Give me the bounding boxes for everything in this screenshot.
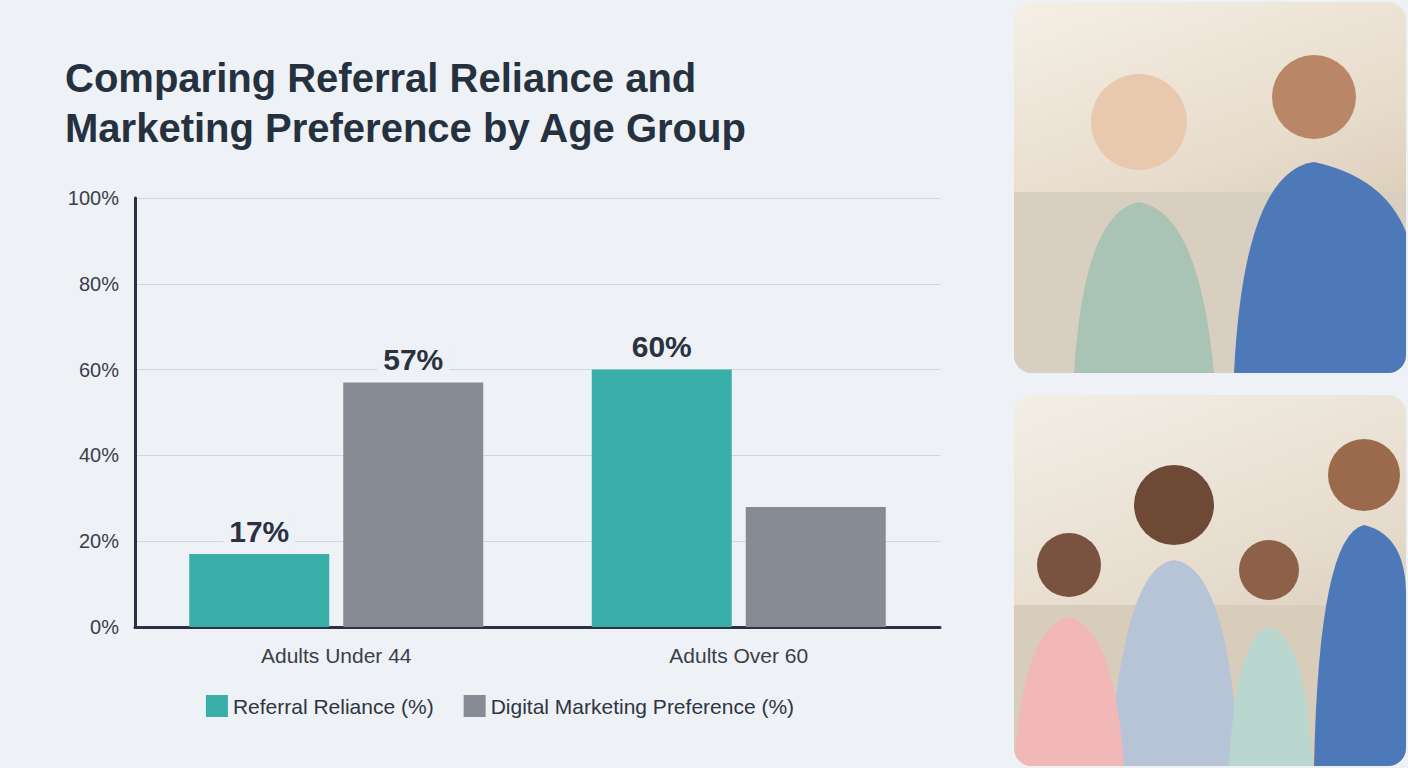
svg-text:60%: 60%	[79, 359, 119, 381]
svg-text:17%: 17%	[229, 515, 289, 548]
svg-text:57%: 57%	[383, 343, 443, 376]
svg-text:Adults Under 44: Adults Under 44	[261, 644, 412, 667]
svg-text:0%: 0%	[90, 616, 119, 638]
svg-text:60%: 60%	[632, 330, 692, 363]
svg-text:100%: 100%	[68, 187, 119, 209]
svg-text:80%: 80%	[79, 273, 119, 295]
svg-text:Marketing Preference by Age Gr: Marketing Preference by Age Group	[65, 106, 746, 150]
svg-text:Referral Reliance (%): Referral Reliance (%)	[233, 695, 434, 718]
svg-text:Adults Over 60: Adults Over 60	[669, 644, 808, 667]
svg-text:20%: 20%	[79, 530, 119, 552]
svg-text:Comparing Referral Reliance an: Comparing Referral Reliance and	[65, 56, 707, 100]
svg-text:Digital Marketing Preference (: Digital Marketing Preference (%)	[491, 695, 794, 718]
svg-text:40%: 40%	[79, 444, 119, 466]
